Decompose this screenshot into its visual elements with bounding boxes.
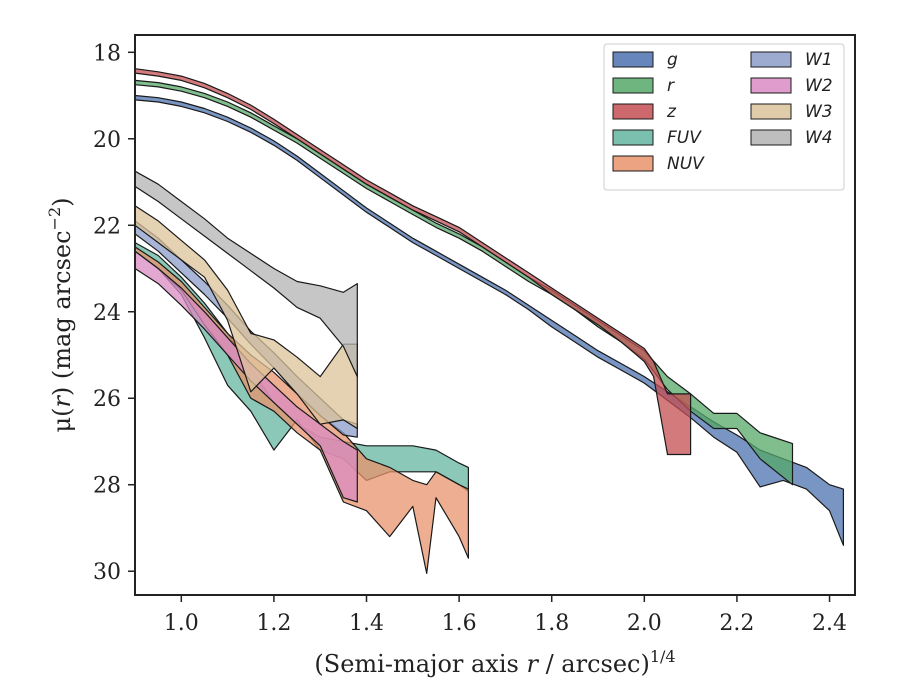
legend-label-w1: W1 <box>805 50 833 70</box>
x-tick-label: 1.6 <box>442 611 477 636</box>
legend-swatch-nuv <box>612 155 654 172</box>
y-tick-label: 22 <box>93 214 121 239</box>
band-g <box>135 94 844 546</box>
legend-swatch-g <box>612 51 654 68</box>
x-tick-label: 1.2 <box>256 611 291 636</box>
legend-swatch-w1 <box>750 51 792 68</box>
band-w2 <box>135 250 358 503</box>
legend-label-w2: W2 <box>805 76 833 96</box>
x-tick-label: 2.0 <box>627 611 662 636</box>
legend-swatch-w3 <box>750 103 792 120</box>
legend-label-z: z <box>666 102 677 122</box>
legend-label-g: g <box>667 50 678 70</box>
band-w4 <box>135 170 358 378</box>
x-tick-label: 1.8 <box>534 611 569 636</box>
x-tick-label: 1.4 <box>349 611 384 636</box>
legend-label-nuv: NUV <box>667 154 705 174</box>
legend-swatch-r <box>612 77 654 94</box>
series-bands <box>135 68 844 574</box>
legend-swatch-w4 <box>750 129 792 146</box>
legend-label-fuv: FUV <box>667 128 702 148</box>
legend-swatch-z <box>612 103 654 120</box>
y-tick-label: 20 <box>93 128 121 153</box>
legend-label-w4: W4 <box>805 128 833 148</box>
plot-frame <box>134 34 856 596</box>
x-tick-label: 2.4 <box>812 611 847 636</box>
legend-swatch-w2 <box>750 77 792 94</box>
y-axis-label: μ(r) (mag arcsec−2) <box>45 197 76 432</box>
y-tick-label: 18 <box>93 41 121 66</box>
y-tick-label: 24 <box>93 301 121 326</box>
y-tick-label: 26 <box>93 387 121 412</box>
legend-swatch-fuv <box>612 129 654 146</box>
y-tick-label: 30 <box>93 560 121 585</box>
axis-ticks: 1.0 1.2 1.4 1.6 1.8 2.0 2.2 2.4 18 20 22 24 26 28 30 <box>93 41 847 636</box>
legend-label-r: r <box>667 76 675 96</box>
band-z <box>135 68 692 456</box>
legend: grz FUV NUV W1 W2 W3 W4 <box>603 43 845 191</box>
x-axis-label: (Semi-major axis r / arcsec)1/4 <box>314 647 675 678</box>
x-tick-label: 2.2 <box>719 611 754 636</box>
x-tick-label: 1.0 <box>164 611 199 636</box>
y-tick-label: 28 <box>93 474 121 499</box>
legend-label-w3: W3 <box>805 102 833 122</box>
